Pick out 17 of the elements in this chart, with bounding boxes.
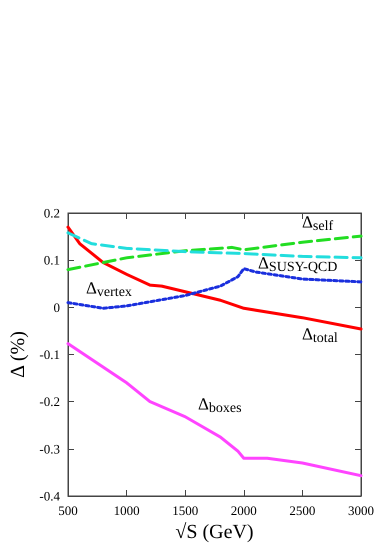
y-tick-label: -0.1	[39, 347, 60, 362]
y-tick-label: 0.1	[44, 252, 60, 268]
y-tick-label: 0.2	[44, 206, 60, 220]
line-series	[66, 234, 362, 272]
x-tick-label: 2500	[289, 503, 316, 518]
x-tick-label: 1000	[114, 503, 140, 518]
x-tick-label: 1500	[172, 503, 198, 518]
y-tick-label: -0.3	[39, 441, 60, 456]
x-tick-label: 500	[58, 503, 78, 518]
line-series	[66, 342, 362, 478]
y-axis-title: Δ (%)	[7, 331, 29, 378]
x-tick-label: 3000	[348, 503, 374, 518]
y-tick-label: -0.2	[39, 394, 60, 410]
y-tick-label: 0	[54, 300, 60, 315]
y-tick-label: -0.4	[39, 488, 60, 504]
x-tick-label: 2000	[230, 503, 257, 518]
x-axis-title: √S (GeV)	[175, 521, 254, 543]
